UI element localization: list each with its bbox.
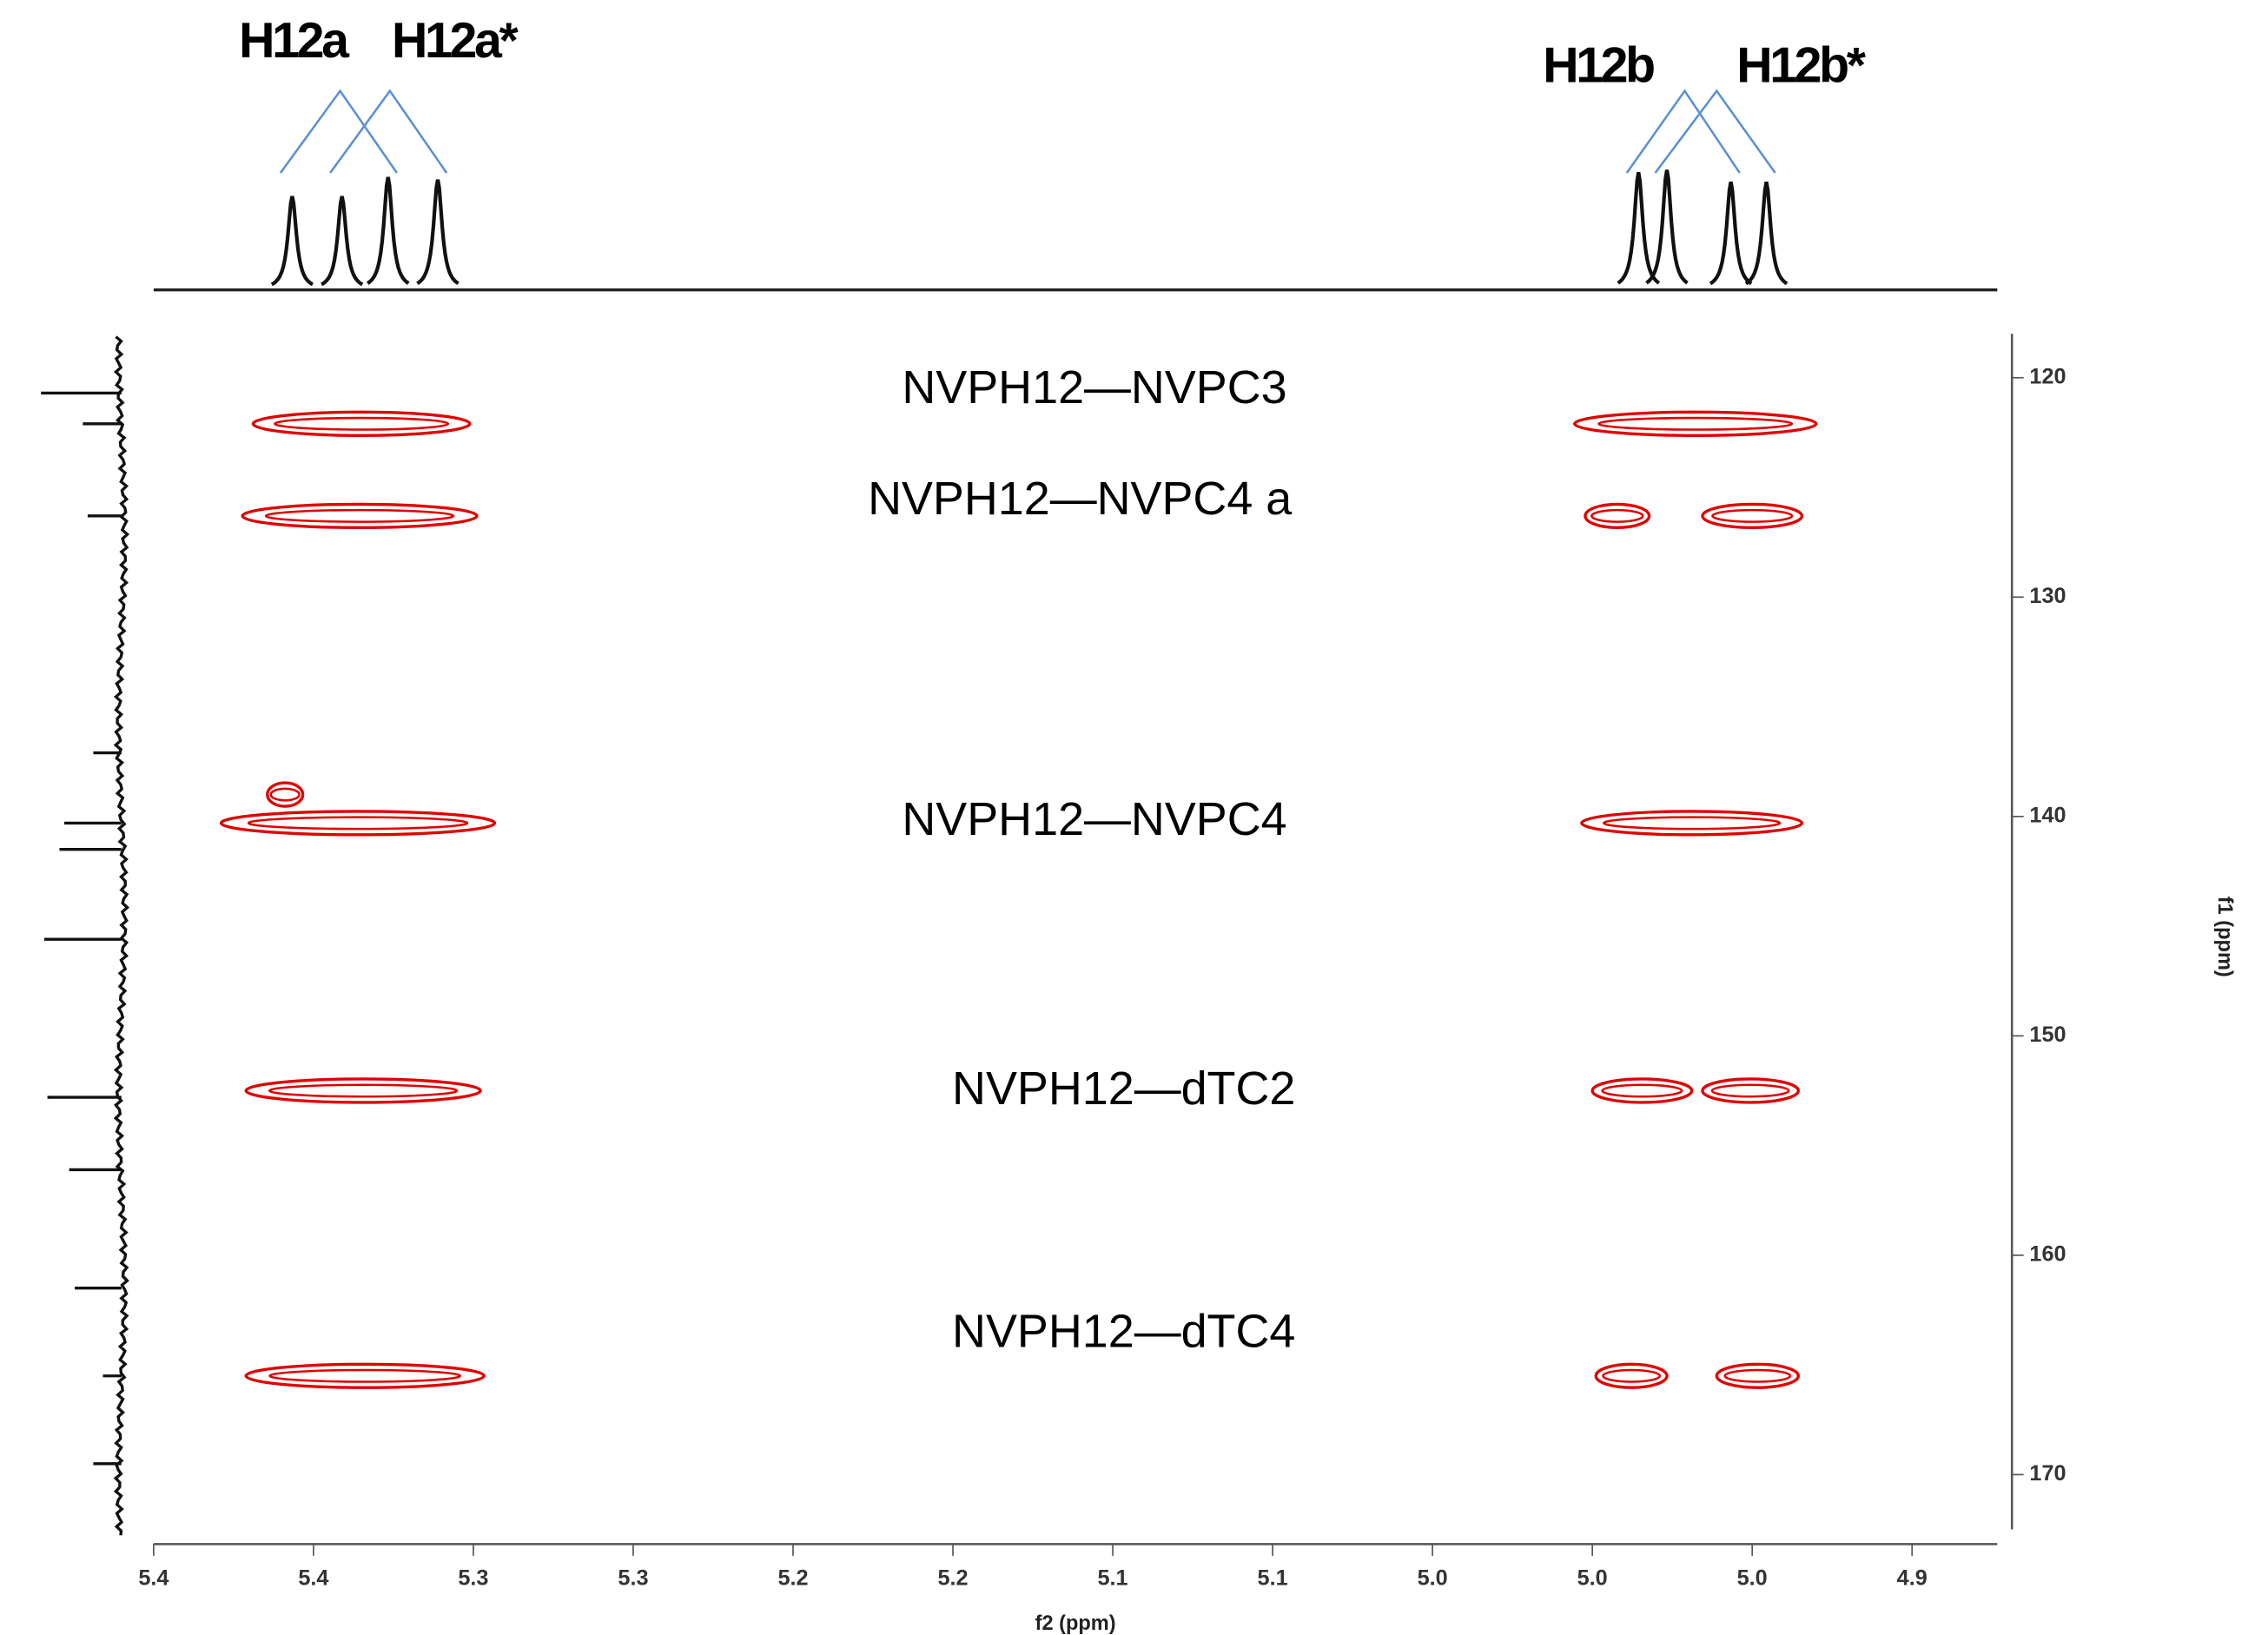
correlation-label: NVPH12—dTC4 bbox=[952, 1306, 1295, 1358]
cross-peak bbox=[219, 810, 497, 837]
cross-peak-inner bbox=[1597, 416, 1794, 431]
y-tick-label: 150 bbox=[2029, 1023, 2066, 1047]
x-tick-label: 5.0 bbox=[1737, 1565, 1768, 1590]
projection-peak bbox=[321, 195, 364, 287]
x-tick-label: 5.1 bbox=[1258, 1565, 1288, 1590]
cross-peak bbox=[266, 781, 305, 808]
projection-peak bbox=[1709, 182, 1753, 286]
cross-peak bbox=[1590, 1077, 1694, 1104]
x-tick-label: 5.0 bbox=[1577, 1565, 1608, 1590]
x-tick-label: 5.4 bbox=[138, 1565, 169, 1590]
y-tick-label: 120 bbox=[2029, 364, 2066, 388]
cross-peak-inner bbox=[268, 1083, 459, 1098]
cross-peak-inner bbox=[264, 508, 455, 523]
multiplet-tree bbox=[1654, 89, 1776, 174]
cross-peak bbox=[1715, 1362, 1801, 1389]
projection-peak bbox=[1645, 169, 1689, 285]
cross-peak bbox=[1584, 502, 1651, 530]
x-axis-title: f2 (ppm) bbox=[1035, 1612, 1116, 1634]
correlation-label: NVPH12—NVPC4 bbox=[902, 793, 1286, 845]
x-tick-label: 4.9 bbox=[1897, 1565, 1927, 1590]
x-tick-label: 5.4 bbox=[298, 1565, 328, 1590]
cross-peak bbox=[1580, 810, 1804, 837]
y-tick-label: 160 bbox=[2029, 1242, 2066, 1267]
projection-peak bbox=[416, 179, 460, 286]
peak-label: H12b* bbox=[1736, 37, 1867, 93]
x-tick-label: 5.3 bbox=[458, 1565, 488, 1590]
correlation-label: NVPH12—NVPC4 a bbox=[868, 473, 1292, 525]
y-tick-label: 130 bbox=[2029, 584, 2066, 608]
cross-peak-inner bbox=[269, 787, 301, 802]
x-tick-label: 5.2 bbox=[937, 1565, 968, 1590]
cross-peak bbox=[1701, 502, 1804, 530]
correlation-label: NVPH12—NVPC3 bbox=[902, 361, 1286, 414]
y-axis-title: f1 (ppm) bbox=[2214, 897, 2237, 977]
cross-peak bbox=[241, 502, 479, 530]
projection-peak bbox=[1744, 182, 1789, 286]
cross-peak bbox=[244, 1077, 482, 1104]
x-tick-label: 5.2 bbox=[777, 1565, 808, 1590]
y-tick-label: 140 bbox=[2029, 803, 2066, 827]
cross-peak bbox=[244, 1362, 486, 1389]
cross-peak-inner bbox=[1711, 508, 1794, 523]
projection-peak bbox=[1617, 171, 1661, 285]
x-tick-label: 5.3 bbox=[618, 1565, 648, 1590]
cross-peak bbox=[1573, 410, 1818, 437]
projection-peak bbox=[270, 195, 314, 287]
cross-peak-inner bbox=[274, 416, 450, 431]
cross-peak-inner bbox=[247, 816, 469, 831]
multiplet-tree bbox=[1625, 89, 1741, 174]
multiplet-tree bbox=[329, 89, 448, 174]
projection-peak bbox=[366, 176, 410, 285]
cross-peak-inner bbox=[1723, 1368, 1792, 1383]
cross-peak-inner bbox=[268, 1368, 462, 1383]
cross-peak-inner bbox=[1602, 816, 1782, 831]
correlation-label: NVPH12—dTC2 bbox=[952, 1062, 1295, 1115]
cross-peak-inner bbox=[1710, 1083, 1790, 1098]
peak-label: H12a bbox=[239, 13, 350, 69]
cross-peak bbox=[251, 410, 472, 437]
multiplet-tree bbox=[279, 89, 398, 174]
peak-label: H12a* bbox=[392, 13, 519, 69]
x-tick-label: 5.1 bbox=[1098, 1565, 1128, 1590]
left-baseline bbox=[113, 335, 130, 1536]
cross-peak-inner bbox=[1602, 1368, 1662, 1383]
y-tick-label: 170 bbox=[2029, 1461, 2066, 1486]
cross-peak-inner bbox=[1590, 508, 1644, 523]
peak-label: H12b bbox=[1543, 37, 1654, 93]
cross-peak bbox=[1701, 1077, 1801, 1104]
cross-peak-inner bbox=[1601, 1083, 1683, 1098]
cross-peak bbox=[1594, 1362, 1669, 1389]
x-tick-label: 5.0 bbox=[1418, 1565, 1448, 1590]
